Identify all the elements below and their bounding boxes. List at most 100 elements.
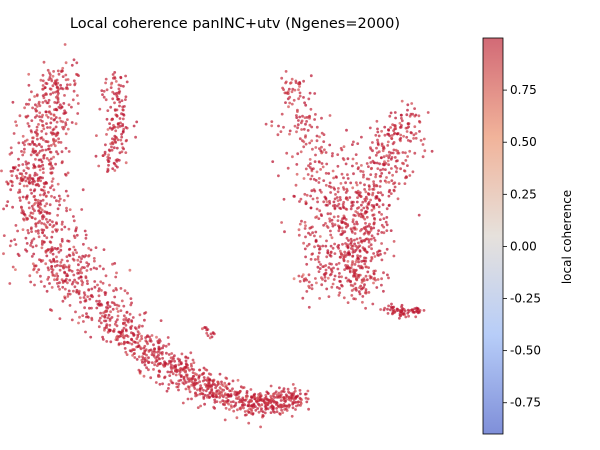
scatter-point (31, 207, 35, 211)
scatter-point (110, 148, 114, 152)
scatter-point (178, 360, 181, 363)
scatter-point (311, 147, 314, 151)
scatter-point (342, 257, 345, 260)
scatter-point (317, 181, 321, 184)
scatter-point (377, 134, 381, 138)
scatter-point (108, 149, 112, 153)
scatter-point (385, 207, 389, 211)
scatter-point (117, 87, 121, 91)
scatter-point (37, 164, 41, 168)
scatter-point (208, 378, 212, 382)
scatter-point (45, 202, 49, 206)
scatter-point (33, 188, 37, 192)
scatter-point (386, 273, 389, 277)
scatter-point (324, 183, 328, 187)
scatter-point (132, 124, 136, 128)
scatter-point (355, 277, 358, 281)
scatter-point (170, 370, 174, 373)
scatter-point (34, 244, 38, 248)
scatter-point (149, 339, 153, 343)
scatter-point (53, 81, 56, 85)
scatter-point (153, 347, 156, 350)
scatter-point (406, 103, 410, 107)
scatter-point (308, 141, 312, 145)
scatter-point (82, 320, 85, 323)
scatter-point (34, 109, 38, 113)
scatter-point (108, 122, 111, 125)
scatter-point (27, 201, 31, 205)
scatter-point (165, 389, 169, 393)
scatter-point (108, 305, 112, 308)
scatter-point (309, 257, 313, 261)
scatter-point (141, 361, 144, 364)
scatter-point (263, 411, 267, 415)
scatter-point (60, 222, 64, 226)
scatter-point (307, 407, 310, 411)
scatter-point (231, 379, 235, 383)
scatter-point (327, 266, 331, 269)
scatter-point (26, 217, 30, 221)
scatter-point (339, 146, 343, 150)
scatter-point (53, 118, 56, 121)
scatter-point (373, 161, 377, 165)
scatter-point (361, 300, 364, 304)
scatter-point (16, 168, 20, 172)
scatter-point (103, 150, 107, 154)
scatter-point (118, 117, 122, 120)
scatter-point (53, 264, 57, 268)
scatter-point (353, 238, 356, 242)
scatter-point (56, 131, 59, 135)
scatter-point (372, 180, 375, 184)
scatter-point (77, 255, 81, 259)
scatter-point (154, 356, 158, 360)
scatter-point (63, 125, 66, 129)
scatter-point (413, 151, 417, 155)
scatter-point (227, 394, 231, 398)
scatter-point (52, 155, 55, 159)
scatter-point (21, 174, 24, 178)
scatter-point (141, 352, 145, 355)
scatter-point (111, 262, 114, 266)
scatter-point (66, 171, 70, 175)
scatter-point (44, 181, 48, 185)
scatter-point (319, 263, 322, 266)
scatter-point (194, 392, 197, 396)
scatter-point (101, 154, 105, 158)
scatter-point (111, 167, 115, 171)
scatter-point (0, 169, 3, 173)
scatter-point (356, 246, 359, 250)
scatter-point (249, 412, 253, 415)
scatter-point (18, 182, 22, 186)
scatter-point (113, 262, 117, 265)
scatter-point (401, 151, 405, 154)
scatter-point (130, 342, 134, 346)
scatter-point (376, 141, 380, 144)
scatter-point (376, 127, 379, 131)
scatter-point (198, 368, 201, 372)
scatter-point (327, 184, 331, 188)
scatter-point (351, 186, 355, 190)
scatter-point (309, 233, 312, 237)
scatter-point (362, 175, 365, 179)
scatter-point (192, 361, 196, 364)
colorbar-ticks: 0.750.500.250.00-0.25-0.50-0.75 (503, 83, 541, 410)
scatter-point (74, 280, 78, 284)
scatter-point (404, 315, 408, 319)
scatter-point (382, 225, 386, 229)
scatter-point (89, 248, 93, 252)
scatter-point (80, 208, 84, 211)
scatter-point (256, 407, 260, 410)
scatter-point (86, 295, 90, 298)
scatter-point (383, 125, 387, 129)
scatter-point (41, 79, 45, 83)
scatter-point (298, 200, 301, 203)
scatter-point (296, 126, 299, 130)
scatter-point (353, 282, 357, 286)
scatter-point (344, 181, 347, 185)
scatter-point (82, 291, 86, 295)
scatter-point (51, 84, 55, 88)
scatter-point (385, 180, 388, 184)
scatter-point (355, 273, 358, 276)
scatter-point (205, 328, 209, 332)
scatter-point (122, 314, 126, 318)
